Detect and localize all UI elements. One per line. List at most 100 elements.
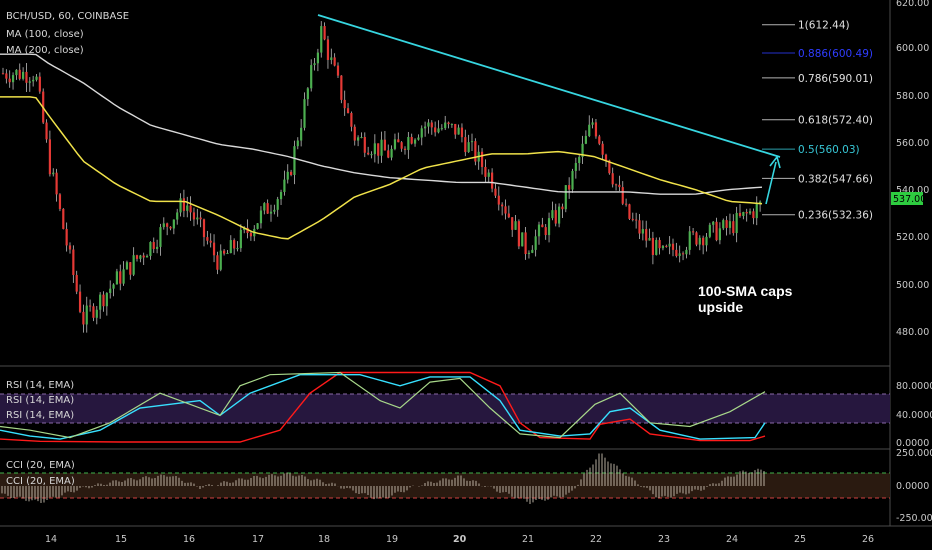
- candle: [62, 208, 65, 230]
- candle: [487, 169, 490, 183]
- candle: [514, 214, 517, 230]
- candle: [695, 231, 698, 247]
- candle: [122, 261, 125, 286]
- fib-level-label: 0.886(600.49): [798, 48, 873, 60]
- candle: [685, 246, 688, 259]
- candle: [92, 303, 95, 322]
- candle: [547, 212, 551, 243]
- candle: [172, 219, 175, 235]
- candle: [665, 244, 668, 248]
- candle: [410, 133, 413, 145]
- candle: [179, 193, 182, 217]
- candle: [293, 140, 296, 185]
- candle: [742, 211, 745, 220]
- candle: [658, 237, 661, 255]
- candle: [380, 131, 383, 163]
- symbol-title: BCH/USD, 60, COINBASE: [6, 11, 129, 22]
- candle: [574, 157, 577, 179]
- candle: [407, 131, 410, 159]
- time-tick: 19: [386, 534, 398, 545]
- candle: [491, 168, 494, 193]
- candle: [527, 250, 531, 259]
- candle: [457, 124, 460, 135]
- candle: [625, 198, 628, 207]
- candle: [182, 189, 185, 218]
- candle: [58, 193, 62, 212]
- candle: [484, 159, 487, 183]
- candle: [102, 291, 105, 312]
- candle: [651, 231, 654, 265]
- candle: [494, 183, 497, 198]
- fib-level-label: 0.5(560.03): [798, 144, 860, 156]
- candle: [688, 226, 691, 255]
- fib-level-label: 0.382(547.66): [798, 173, 873, 185]
- time-tick: 23: [658, 534, 670, 545]
- price-tick: 520.00: [896, 232, 929, 243]
- time-axis: 14 15 16 17 18 19 20 21 22 23 24 25 26: [45, 534, 874, 545]
- candle: [350, 111, 353, 132]
- candle: [367, 146, 370, 156]
- price-tick: 540.00: [896, 185, 929, 196]
- candle: [52, 168, 55, 177]
- candle: [196, 208, 199, 225]
- candle: [263, 202, 266, 215]
- fib-level-label: 1(612.44): [798, 20, 850, 32]
- candle: [430, 120, 433, 135]
- candle: [655, 237, 658, 256]
- candle: [239, 224, 242, 252]
- candle: [725, 216, 728, 236]
- candle: [306, 87, 309, 106]
- candle: [678, 245, 681, 263]
- candle: [256, 222, 259, 230]
- candle: [273, 204, 276, 215]
- candle: [661, 244, 665, 251]
- candle: [340, 75, 343, 104]
- candle: [320, 21, 323, 58]
- candle: [89, 299, 92, 312]
- candle: [303, 92, 306, 131]
- candle: [283, 170, 286, 196]
- candle: [132, 247, 135, 277]
- candle: [333, 53, 336, 67]
- candle: [521, 232, 524, 247]
- candle: [38, 72, 41, 94]
- time-tick: 20: [453, 534, 467, 545]
- candle: [259, 206, 263, 229]
- candle: [551, 201, 554, 221]
- candle: [464, 129, 467, 157]
- candle: [648, 228, 651, 241]
- candle: [501, 202, 504, 216]
- candle: [718, 222, 721, 245]
- candle: [638, 214, 641, 239]
- candle: [681, 251, 685, 261]
- candle: [233, 238, 236, 255]
- time-tick: 17: [252, 534, 264, 545]
- rsi-line-cyan: [0, 374, 766, 440]
- time-tick: 15: [115, 534, 127, 545]
- candle: [614, 183, 618, 191]
- candle: [105, 292, 108, 316]
- candle: [722, 218, 725, 231]
- candle: [370, 151, 373, 159]
- candle: [591, 118, 594, 129]
- resistance-trendline: [317, 14, 781, 158]
- candle: [156, 239, 159, 254]
- cci-label-2: CCI (20, EMA): [6, 476, 75, 487]
- candle: [78, 284, 82, 314]
- candle: [554, 203, 557, 227]
- rsi-label-2: RSI (14, EMA): [6, 395, 74, 406]
- candle: [353, 124, 356, 146]
- candle: [336, 62, 340, 78]
- rsi-label-1: RSI (14, EMA): [6, 380, 74, 391]
- candle: [403, 146, 407, 155]
- candle: [75, 270, 78, 295]
- candle: [544, 224, 547, 240]
- candle: [705, 232, 708, 252]
- candle: [420, 125, 423, 146]
- candle: [383, 131, 386, 151]
- candle: [424, 121, 427, 137]
- time-tick: 21: [522, 534, 534, 545]
- candle: [735, 206, 738, 243]
- candle: [316, 48, 319, 72]
